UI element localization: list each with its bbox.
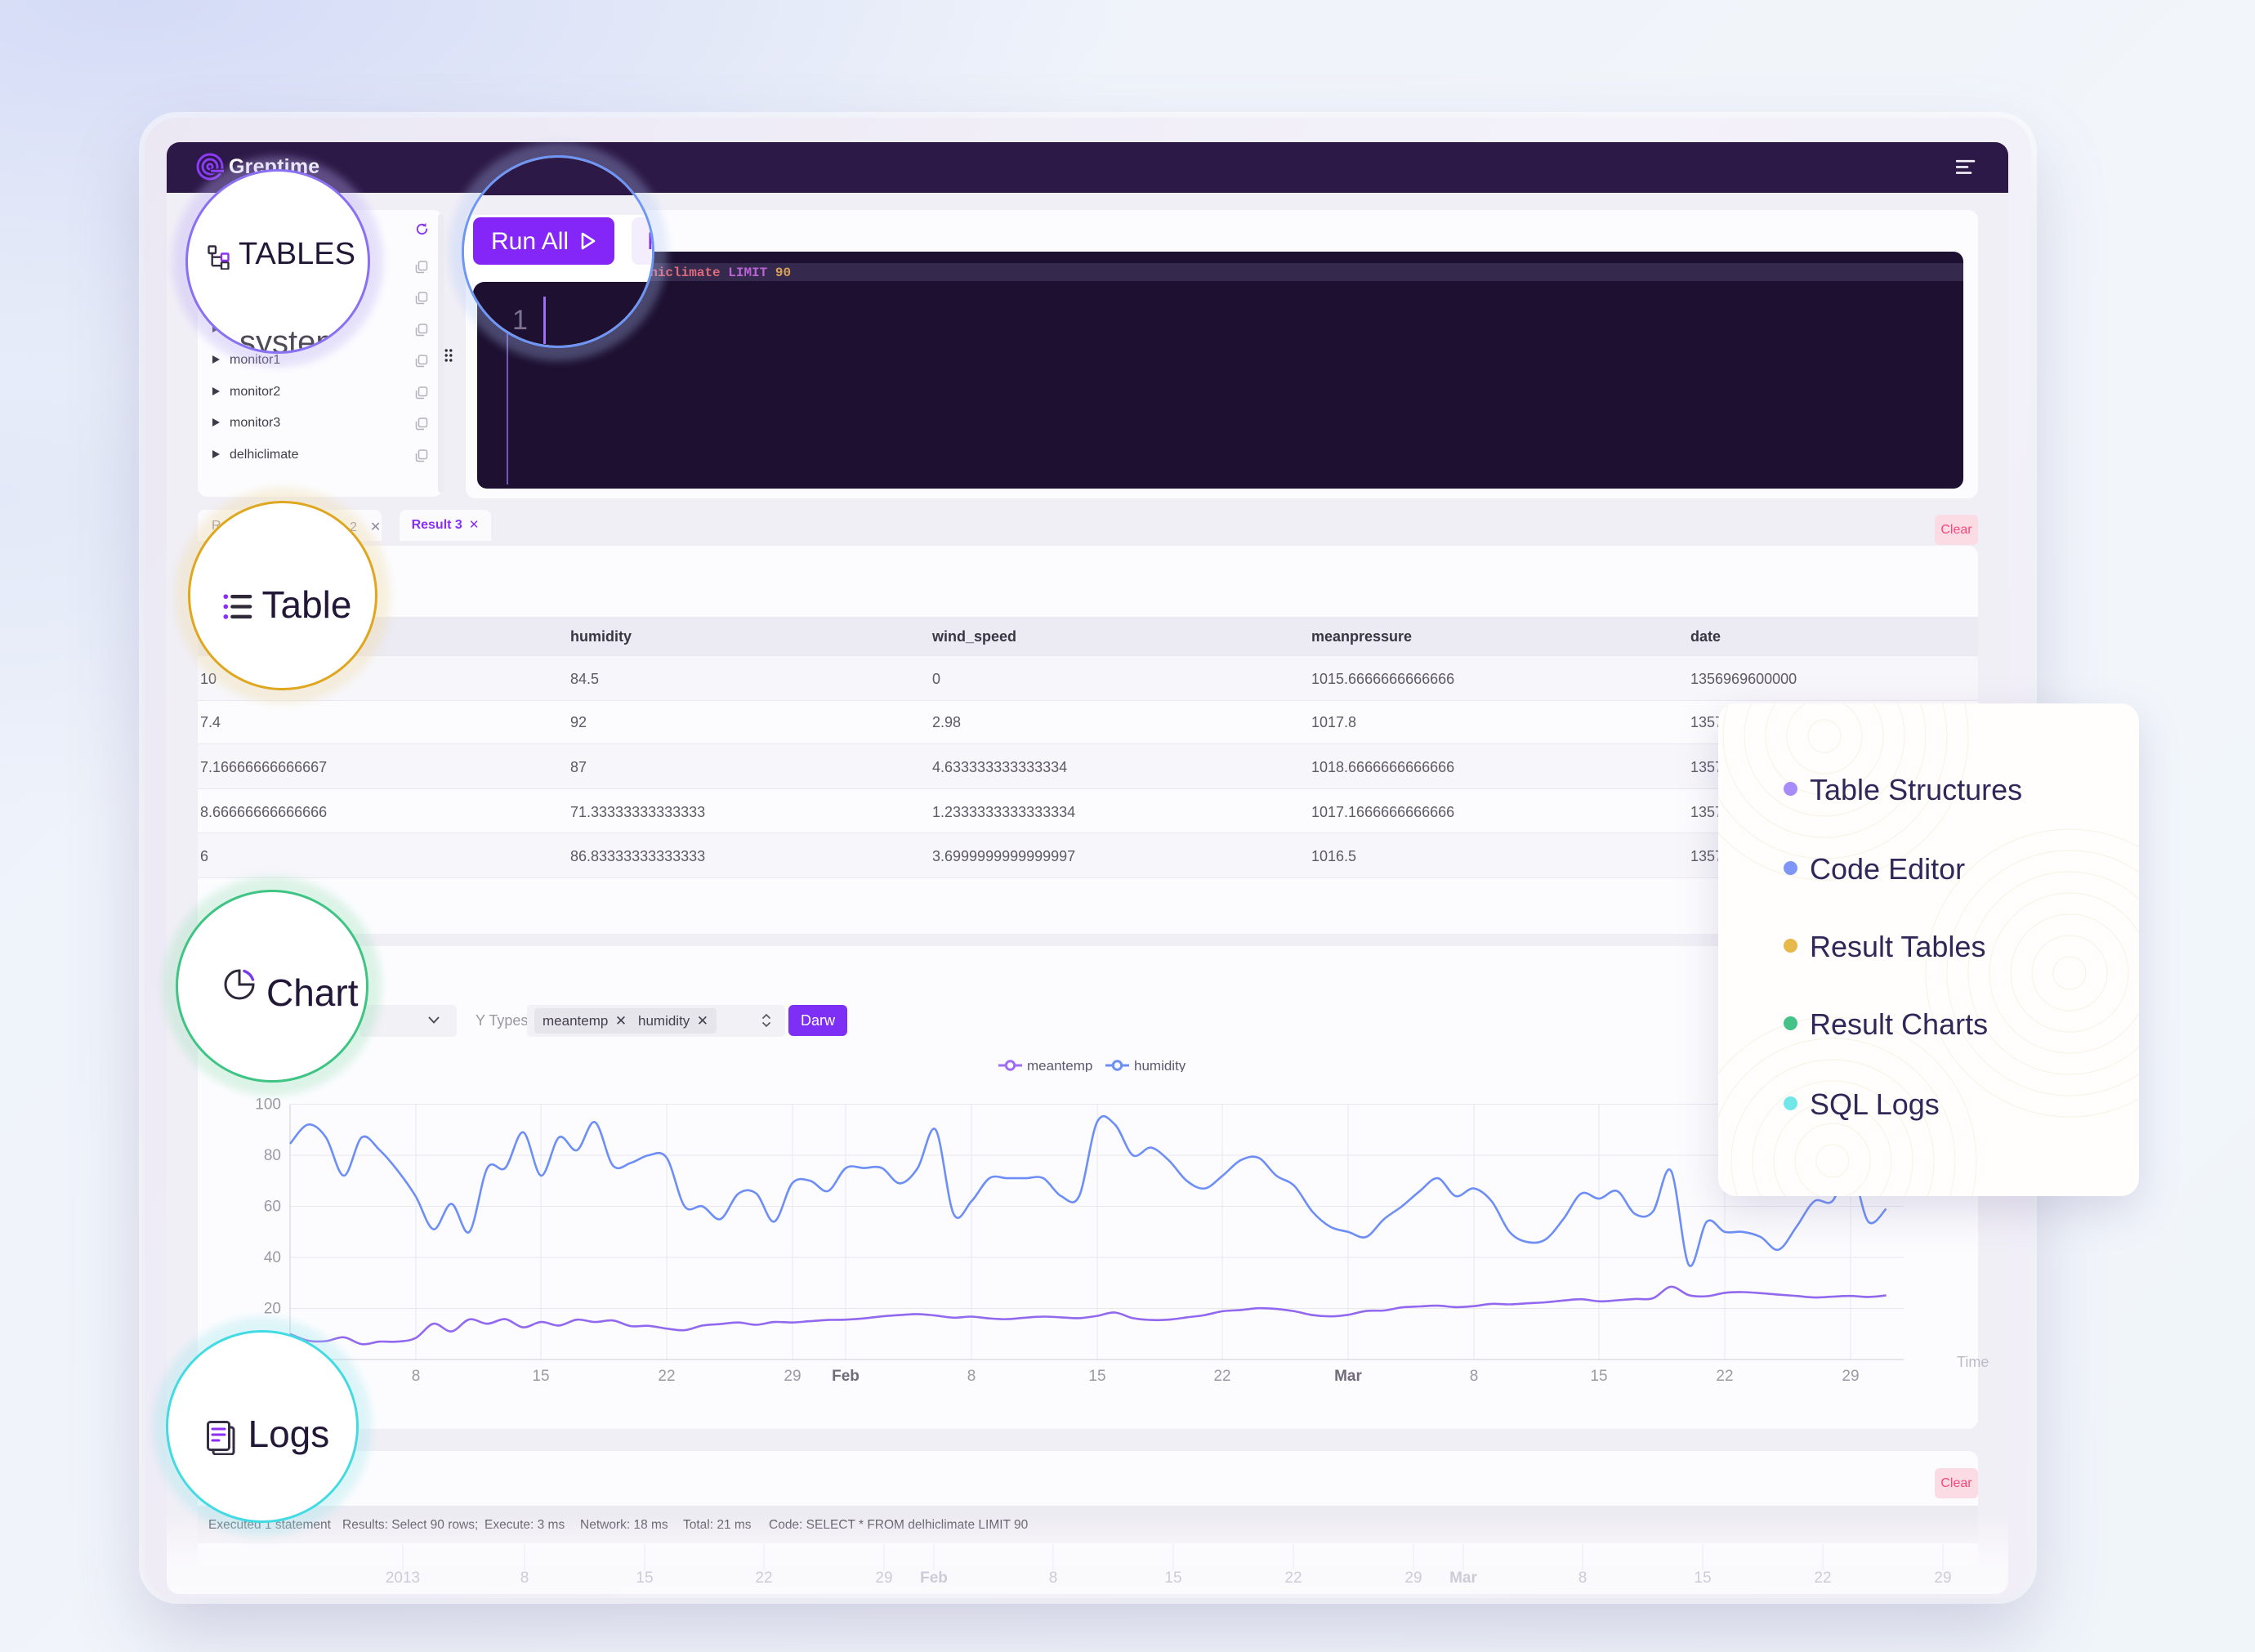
svg-text:15: 15 bbox=[1694, 1569, 1711, 1587]
svg-text:15: 15 bbox=[1088, 1368, 1105, 1385]
svg-text:80: 80 bbox=[264, 1147, 281, 1164]
svg-text:2013: 2013 bbox=[386, 1569, 420, 1587]
svg-text:8: 8 bbox=[1049, 1569, 1058, 1587]
svg-text:20: 20 bbox=[264, 1301, 281, 1318]
svg-text:29: 29 bbox=[1842, 1368, 1859, 1385]
svg-text:15: 15 bbox=[636, 1569, 653, 1587]
svg-text:29: 29 bbox=[1404, 1569, 1422, 1587]
svg-text:22: 22 bbox=[1814, 1569, 1831, 1587]
svg-text:29: 29 bbox=[1934, 1569, 1951, 1587]
svg-text:Time: Time bbox=[1957, 1354, 1989, 1370]
svg-text:15: 15 bbox=[1590, 1368, 1607, 1385]
svg-text:15: 15 bbox=[532, 1368, 549, 1385]
svg-text:8: 8 bbox=[967, 1368, 976, 1385]
svg-text:60: 60 bbox=[264, 1199, 281, 1216]
svg-text:29: 29 bbox=[784, 1368, 801, 1385]
svg-text:100: 100 bbox=[255, 1096, 281, 1114]
svg-text:22: 22 bbox=[658, 1368, 675, 1385]
svg-text:Feb: Feb bbox=[920, 1569, 948, 1587]
svg-text:8: 8 bbox=[1470, 1368, 1479, 1385]
svg-text:22: 22 bbox=[1716, 1368, 1733, 1385]
svg-text:8: 8 bbox=[1578, 1569, 1587, 1587]
svg-text:Feb: Feb bbox=[832, 1368, 860, 1385]
svg-text:8: 8 bbox=[520, 1569, 529, 1587]
svg-text:Mar: Mar bbox=[1449, 1569, 1477, 1587]
svg-text:humidity: humidity bbox=[1134, 1059, 1186, 1072]
svg-text:15: 15 bbox=[1164, 1569, 1181, 1587]
svg-text:22: 22 bbox=[1284, 1569, 1302, 1587]
svg-text:40: 40 bbox=[264, 1249, 281, 1266]
svg-text:29: 29 bbox=[875, 1569, 892, 1587]
svg-text:22: 22 bbox=[755, 1569, 772, 1587]
svg-text:22: 22 bbox=[1213, 1368, 1230, 1385]
svg-text:meantemp: meantemp bbox=[1027, 1059, 1092, 1072]
svg-text:Mar: Mar bbox=[1334, 1368, 1362, 1385]
svg-text:8: 8 bbox=[412, 1368, 421, 1385]
